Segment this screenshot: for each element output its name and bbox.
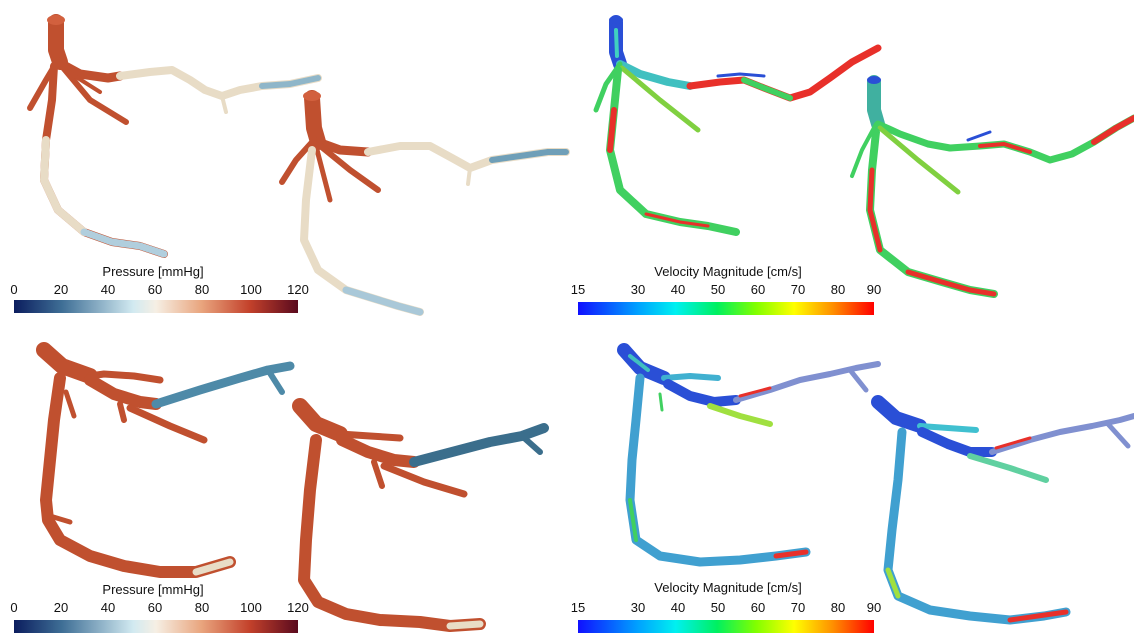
legend-tick: 90	[867, 282, 881, 297]
legend-tick: 90	[867, 600, 881, 615]
pressure-legend-bottom: Pressure [mmHg] 0 20 40 60 80 100 120	[10, 582, 309, 633]
legend-tick: 50	[711, 600, 725, 615]
pressure-legend-top: Pressure [mmHg] 0 20 40 60 80 100 120	[10, 264, 309, 313]
legend-tick: 80	[195, 600, 209, 615]
vessel-view-2	[279, 90, 570, 316]
legend-tick: 60	[751, 600, 765, 615]
pressure-colorbar	[14, 620, 298, 633]
top-left-panel: Pressure [mmHg] 0 20 40 60 80 100 120	[10, 14, 570, 316]
legend-tick: 30	[631, 282, 645, 297]
velocity-colorbar	[578, 620, 874, 633]
legend-tick: 70	[791, 600, 805, 615]
vessel-view-3	[36, 342, 295, 578]
legend-title: Velocity Magnitude [cm/s]	[654, 264, 801, 279]
legend-tick: 80	[831, 282, 845, 297]
legend-tick: 70	[791, 282, 805, 297]
velocity-colorbar	[578, 302, 874, 315]
legend-tick: 50	[711, 282, 725, 297]
legend-tick: 0	[10, 600, 17, 615]
legend-title: Pressure [mmHg]	[102, 264, 203, 279]
vessel-view-1	[27, 14, 322, 258]
legend-tick: 40	[671, 600, 685, 615]
legend-tick: 15	[571, 282, 585, 297]
legend-tick: 20	[54, 600, 68, 615]
bottom-right-panel: Velocity Magnitude [cm/s] 15 30 40 50 60…	[571, 343, 1134, 633]
legend-tick: 30	[631, 600, 645, 615]
legend-title: Pressure [mmHg]	[102, 582, 203, 597]
vessel-view-4	[292, 398, 549, 632]
legend-tick: 80	[831, 600, 845, 615]
legend-tick: 0	[10, 282, 17, 297]
velocity-legend-bottom: Velocity Magnitude [cm/s] 15 30 40 50 60…	[571, 580, 881, 633]
velocity-legend-top: Velocity Magnitude [cm/s] 15 30 40 50 60…	[571, 264, 881, 315]
legend-tick: 60	[148, 282, 162, 297]
legend-tick: 20	[54, 282, 68, 297]
streamlines-view-1	[593, 15, 882, 236]
legend-tick: 100	[240, 600, 262, 615]
streamlines-view-4	[871, 395, 1134, 625]
legend-tick: 60	[148, 600, 162, 615]
legend-tick: 40	[671, 282, 685, 297]
legend-tick: 120	[287, 600, 309, 615]
legend-tick: 100	[240, 282, 262, 297]
legend-tick: 40	[101, 282, 115, 297]
pressure-colorbar	[14, 300, 298, 313]
bottom-left-panel: Pressure [mmHg] 0 20 40 60 80 100 120	[10, 342, 549, 633]
legend-tick: 120	[287, 282, 309, 297]
legend-tick: 80	[195, 282, 209, 297]
legend-tick: 40	[101, 600, 115, 615]
top-right-panel: Velocity Magnitude [cm/s] 15 30 40 50 60…	[571, 15, 1134, 315]
legend-tick: 15	[571, 600, 585, 615]
streamlines-view-2	[850, 75, 1134, 298]
legend-tick: 60	[751, 282, 765, 297]
legend-title: Velocity Magnitude [cm/s]	[654, 580, 801, 595]
streamlines-view-3	[617, 343, 881, 567]
